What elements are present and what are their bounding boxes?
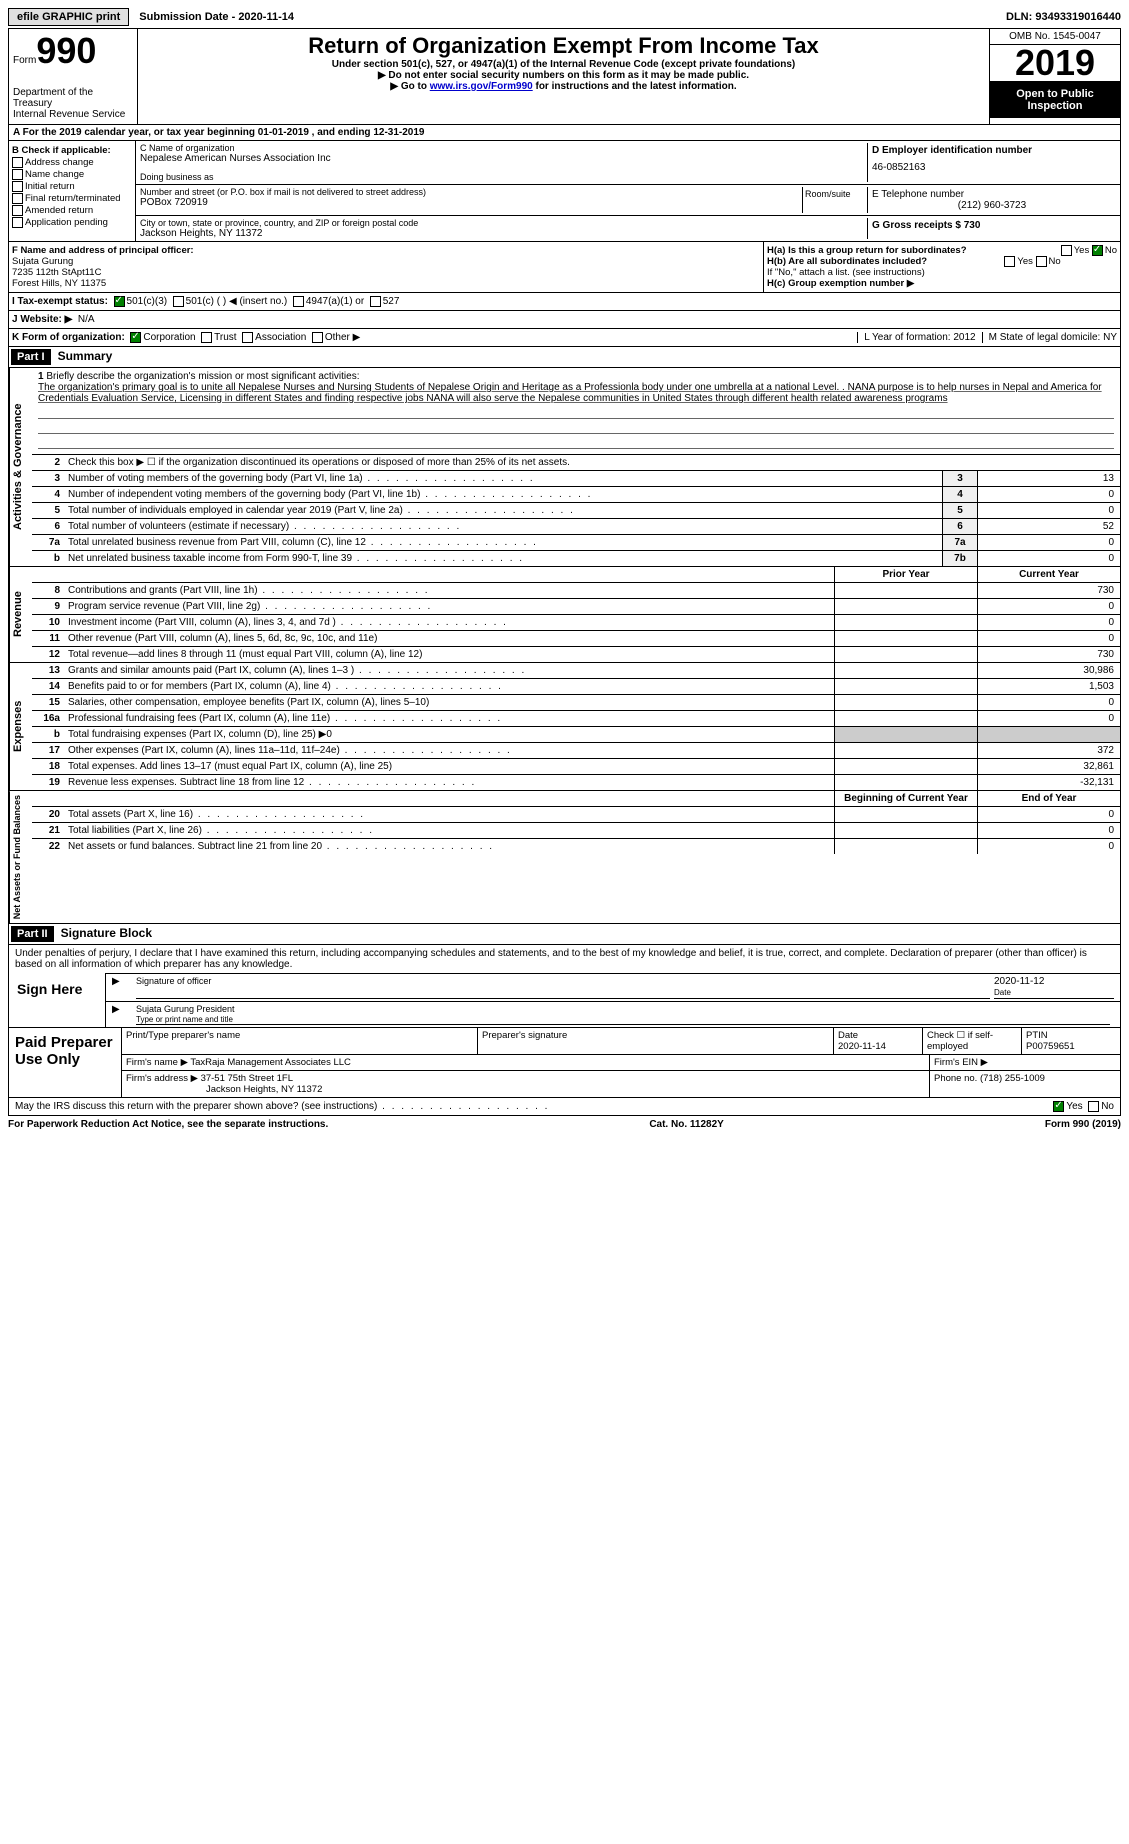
prep-date: 2020-11-14 — [838, 1041, 886, 1052]
v15: 0 — [977, 695, 1120, 710]
firm-name: TaxRaja Management Associates LLC — [190, 1057, 351, 1068]
declaration: Under penalties of perjury, I declare th… — [9, 945, 1120, 973]
discuss-row: May the IRS discuss this return with the… — [8, 1098, 1121, 1116]
checkbox-pending[interactable] — [12, 217, 23, 228]
ck-assoc[interactable] — [242, 332, 253, 343]
firm-addr: 37-51 75th Street 1FL — [201, 1073, 293, 1084]
tax-year: 2019 — [990, 45, 1120, 82]
v6: 52 — [977, 519, 1120, 534]
checkbox-final[interactable] — [12, 193, 23, 204]
discuss-no[interactable] — [1088, 1101, 1099, 1112]
v9: 0 — [977, 599, 1120, 614]
dln: DLN: 93493319016440 — [1006, 11, 1121, 23]
activities-governance: Activities & Governance 1 Briefly descri… — [8, 368, 1121, 567]
ck-other[interactable] — [312, 332, 323, 343]
checkbox-address[interactable] — [12, 157, 23, 168]
v19: -32,131 — [977, 775, 1120, 790]
row-j: J Website: ▶ N/A — [8, 311, 1121, 329]
v17: 372 — [977, 743, 1120, 758]
form990-link[interactable]: www.irs.gov/Form990 — [430, 81, 533, 92]
signature-block: Under penalties of perjury, I declare th… — [8, 945, 1121, 1028]
v16a: 0 — [977, 711, 1120, 726]
row-f-h: F Name and address of principal officer:… — [8, 242, 1121, 293]
ssn-note: ▶ Do not enter social security numbers o… — [142, 70, 985, 81]
ptin: P00759651 — [1026, 1041, 1075, 1052]
v10: 0 — [977, 615, 1120, 630]
checkbox-amended[interactable] — [12, 205, 23, 216]
org-address: POBox 720919 — [140, 197, 802, 208]
part2-header: Part II — [11, 926, 54, 942]
state-domicile: M State of legal domicile: NY — [982, 332, 1117, 343]
form-subtitle: Under section 501(c), 527, or 4947(a)(1)… — [142, 59, 985, 70]
org-city: Jackson Heights, NY 11372 — [140, 228, 867, 239]
form-title: Return of Organization Exempt From Incom… — [142, 33, 985, 59]
ha-yes[interactable] — [1061, 245, 1072, 256]
v20: 0 — [977, 807, 1120, 822]
ck-501c3[interactable] — [114, 296, 125, 307]
v14: 1,503 — [977, 679, 1120, 694]
v13: 30,986 — [977, 663, 1120, 678]
year-formation: L Year of formation: 2012 — [857, 332, 975, 343]
row-i: I Tax-exempt status: 501(c)(3) 501(c) ( … — [8, 293, 1121, 311]
section-bcd: B Check if applicable: Address change Na… — [8, 141, 1121, 242]
v7b: 0 — [977, 551, 1120, 566]
v18: 32,861 — [977, 759, 1120, 774]
part2-title: Signature Block — [61, 926, 152, 940]
submission-date: Submission Date - 2020-11-14 — [133, 9, 300, 25]
website: N/A — [78, 314, 95, 325]
officer-name: Sujata Gurung — [12, 256, 760, 267]
v4: 0 — [977, 487, 1120, 502]
checkbox-name[interactable] — [12, 169, 23, 180]
v8: 730 — [977, 583, 1120, 598]
form-number: 990 — [36, 30, 96, 71]
topbar: efile GRAPHIC print Submission Date - 20… — [8, 8, 1121, 26]
v22: 0 — [977, 839, 1120, 854]
col-b-checkboxes: B Check if applicable: Address change Na… — [9, 141, 136, 241]
sign-date: 2020-11-12 — [994, 976, 1044, 987]
checkbox-initial[interactable] — [12, 181, 23, 192]
firm-phone: Phone no. (718) 255-1009 — [930, 1071, 1120, 1097]
v11: 0 — [977, 631, 1120, 646]
v12: 730 — [977, 647, 1120, 662]
row-a-taxyear: A For the 2019 calendar year, or tax yea… — [8, 125, 1121, 141]
paid-preparer: Paid Preparer Use Only Print/Type prepar… — [8, 1028, 1121, 1098]
efile-button[interactable]: efile GRAPHIC print — [8, 8, 129, 26]
v5: 0 — [977, 503, 1120, 518]
expenses-section: Expenses 13Grants and similar amounts pa… — [8, 663, 1121, 791]
officer-sig-name: Sujata Gurung President — [136, 1004, 235, 1014]
ck-501c[interactable] — [173, 296, 184, 307]
part1-header: Part I — [11, 349, 51, 365]
open-public: Open to Public Inspection — [990, 82, 1120, 118]
ck-trust[interactable] — [201, 332, 212, 343]
v3: 13 — [977, 471, 1120, 486]
cat-no: Cat. No. 11282Y — [649, 1119, 723, 1130]
gross-receipts: G Gross receipts $ 730 — [872, 220, 1112, 231]
form-header: Form990 Department of the Treasury Inter… — [8, 28, 1121, 125]
part1-title: Summary — [58, 349, 113, 363]
goto-note: ▶ Go to www.irs.gov/Form990 for instruct… — [142, 81, 985, 92]
telephone: (212) 960-3723 — [872, 200, 1112, 211]
mission-text: The organization's primary goal is to un… — [38, 382, 1102, 404]
dept-treasury: Department of the Treasury — [13, 87, 133, 109]
ein-value: 46-0852163 — [872, 162, 1112, 173]
revenue-section: Revenue Prior YearCurrent Year 8Contribu… — [8, 567, 1121, 663]
hb-no[interactable] — [1036, 256, 1047, 267]
ha-no[interactable] — [1092, 245, 1103, 256]
ck-527[interactable] — [370, 296, 381, 307]
form-word: Form — [13, 55, 36, 66]
sign-here: Sign Here — [9, 973, 106, 1027]
netassets-section: Net Assets or Fund Balances Beginning of… — [8, 791, 1121, 924]
ck-corp[interactable] — [130, 332, 141, 343]
irs-label: Internal Revenue Service — [13, 109, 133, 120]
footer-row: For Paperwork Reduction Act Notice, see … — [8, 1116, 1121, 1133]
discuss-yes[interactable] — [1053, 1101, 1064, 1112]
ck-4947[interactable] — [293, 296, 304, 307]
form-ref: Form 990 (2019) — [1045, 1119, 1121, 1130]
v7a: 0 — [977, 535, 1120, 550]
row-k: K Form of organization: Corporation Trus… — [8, 329, 1121, 347]
hb-yes[interactable] — [1004, 256, 1015, 267]
org-name: Nepalese American Nurses Association Inc — [140, 153, 867, 164]
v21: 0 — [977, 823, 1120, 838]
